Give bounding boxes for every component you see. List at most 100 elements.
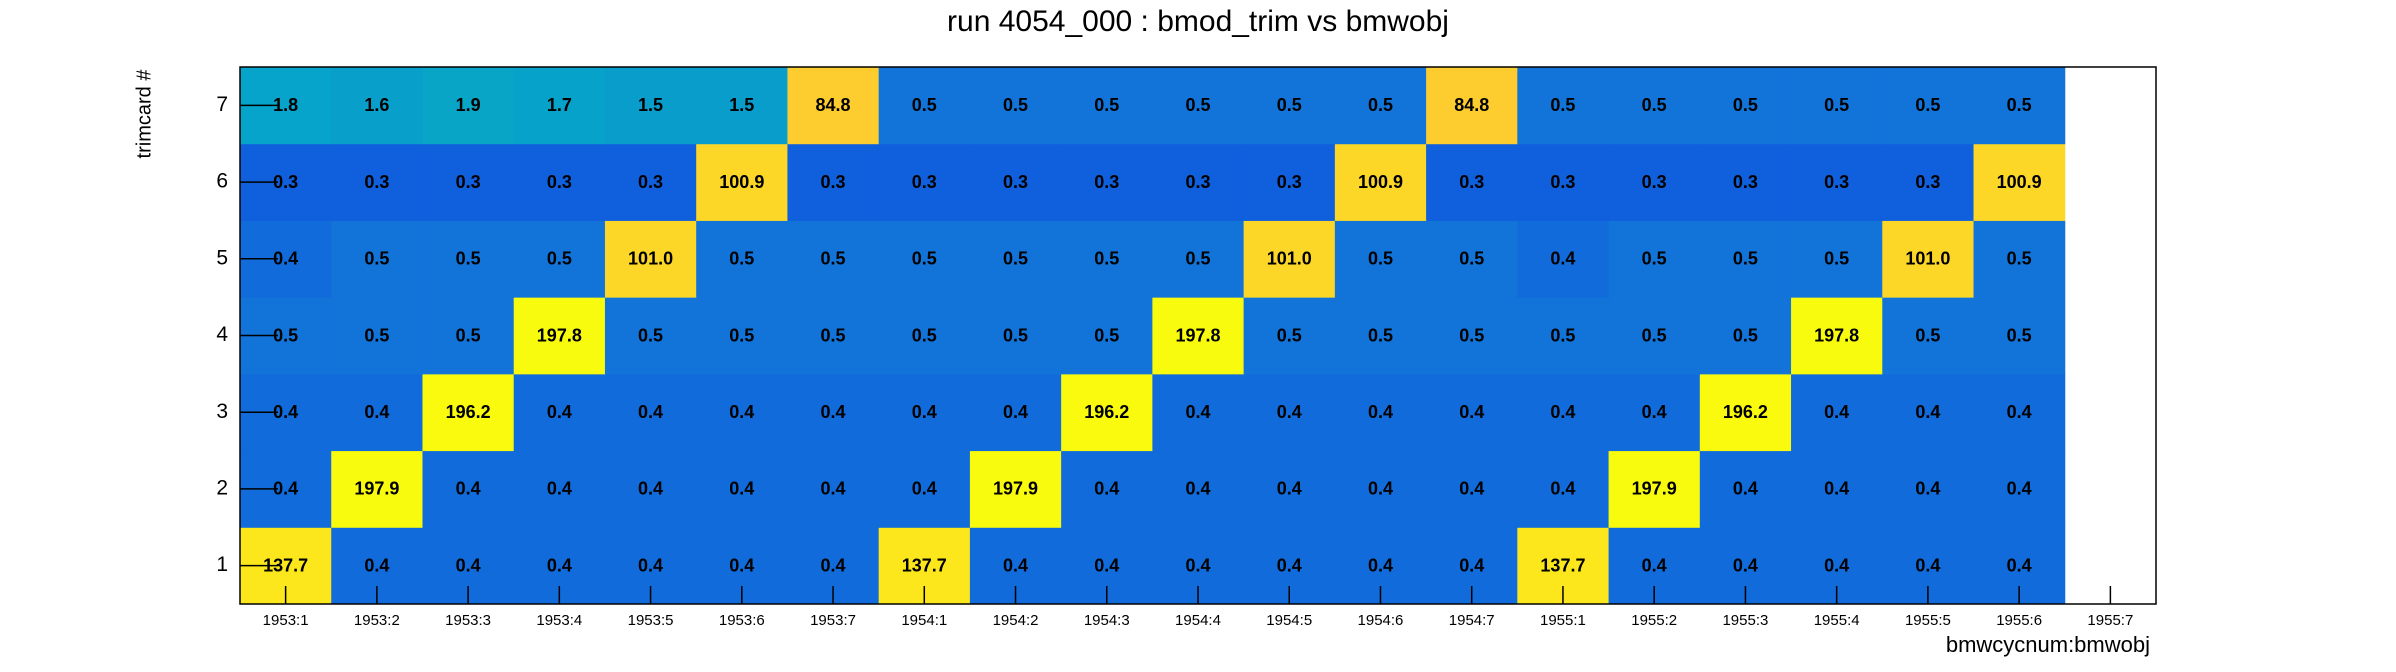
cell-label: 100.9 — [1997, 172, 2042, 192]
cell-label: 0.4 — [2007, 402, 2032, 422]
cell-label: 0.5 — [1733, 95, 1758, 115]
heatmap-cell — [878, 373, 971, 452]
heatmap-cell — [787, 373, 880, 452]
heatmap-cell — [878, 143, 971, 221]
cell-label: 0.4 — [273, 479, 298, 499]
heatmap-cell — [1243, 373, 1336, 452]
heatmap-cell — [604, 67, 697, 145]
heatmap-cell — [1334, 297, 1427, 375]
cell-label: 1.5 — [729, 95, 754, 115]
cell-label: 0.4 — [729, 402, 754, 422]
cell-label: 0.5 — [912, 95, 937, 115]
cell-label: 0.4 — [2007, 479, 2032, 499]
heatmap-cell — [1699, 67, 1792, 145]
x-axis-label: bmwcycnum:bmwobj — [1946, 632, 2150, 657]
cell-label: 0.4 — [456, 555, 481, 575]
cell-label: 0.5 — [1550, 95, 1575, 115]
cell-label: 0.5 — [2007, 325, 2032, 345]
heatmap-cell — [1882, 373, 1975, 452]
cell-label: 0.3 — [821, 172, 846, 192]
cell-label: 197.8 — [1175, 325, 1220, 345]
cell-label: 0.3 — [1094, 172, 1119, 192]
x-tick-label: 1953:6 — [719, 612, 765, 629]
heatmap-cell — [1061, 143, 1153, 221]
cell-label: 0.4 — [1642, 555, 1667, 575]
x-tick-label: 1954:3 — [1084, 612, 1130, 629]
cell-label: 0.4 — [1277, 402, 1302, 422]
x-tick-label: 1955:2 — [1631, 612, 1677, 629]
heatmap-cell — [1973, 373, 2066, 452]
cell-label: 0.4 — [1550, 402, 1575, 422]
heatmap-cell — [1426, 297, 1518, 375]
heatmap-cell — [1973, 220, 2066, 298]
cell-label: 0.4 — [1185, 479, 1210, 499]
cell-label: 0.5 — [364, 325, 389, 345]
cell-label: 0.5 — [1003, 95, 1028, 115]
heatmap-cell — [1608, 67, 1701, 145]
cell-label: 0.4 — [1733, 555, 1758, 575]
cell-label: 101.0 — [1267, 249, 1312, 269]
x-tick-label: 1953:3 — [445, 612, 491, 629]
cell-label: 196.2 — [1723, 402, 1768, 422]
cell-label: 84.8 — [816, 95, 851, 115]
heatmap-cell — [787, 297, 880, 375]
heatmap-cell — [513, 143, 606, 221]
cell-label: 197.9 — [993, 479, 1038, 499]
cell-label: 0.5 — [821, 325, 846, 345]
heatmap-cell — [1791, 450, 1883, 528]
y-tick-label: 6 — [216, 170, 228, 193]
x-tick-label: 1953:5 — [628, 612, 674, 629]
cell-label: 0.4 — [1277, 479, 1302, 499]
heatmap-cell — [1426, 67, 1518, 145]
heatmap-cell — [1243, 143, 1336, 221]
cell-label: 0.4 — [1003, 402, 1028, 422]
cell-label: 0.4 — [638, 555, 663, 575]
plot-frame — [239, 66, 2157, 605]
x-tick-label: 1954:1 — [901, 612, 947, 629]
heatmap-cell — [1699, 450, 1792, 528]
heatmap-cell — [1699, 297, 1792, 375]
cell-label: 101.0 — [1905, 249, 1950, 269]
cell-label: 0.4 — [1094, 479, 1119, 499]
heatmap-cell — [1608, 297, 1701, 375]
cell-label: 0.4 — [1550, 249, 1575, 269]
chart-title: run 4054_000 : bmod_trim vs bmwobj — [947, 5, 1449, 38]
x-tick-label: 1955:3 — [1722, 612, 1768, 629]
heatmap-cell — [1061, 297, 1153, 375]
heatmap-cell — [969, 297, 1062, 375]
heatmap-cell — [604, 297, 697, 375]
heatmap-cell — [1152, 220, 1245, 298]
heatmap-cell — [1608, 450, 1701, 528]
x-tick-label: 1953:7 — [810, 612, 856, 629]
cell-label: 137.7 — [902, 555, 947, 575]
heatmap-cell — [1699, 373, 1792, 452]
heatmap-cell — [1699, 143, 1792, 221]
heatmap-cell — [1061, 373, 1153, 452]
heatmap-cell — [1791, 297, 1883, 375]
heatmap-cell — [1973, 143, 2066, 221]
heatmap-cell — [422, 143, 515, 221]
cell-label: 0.4 — [1459, 555, 1484, 575]
heatmap-cell — [1334, 143, 1427, 221]
y-tick-label: 7 — [216, 93, 228, 116]
cell-label: 0.5 — [1459, 325, 1484, 345]
x-tick-label: 1955:1 — [1540, 612, 1586, 629]
heatmap-cell — [696, 67, 788, 145]
heatmap-cell — [1882, 67, 1975, 145]
x-tick-label: 1954:6 — [1358, 612, 1404, 629]
x-tick-label: 1955:4 — [1814, 612, 1860, 629]
cell-label: 0.4 — [729, 555, 754, 575]
cell-label: 197.8 — [1814, 325, 1859, 345]
cell-label: 0.5 — [1642, 249, 1667, 269]
cell-label: 0.4 — [1003, 555, 1028, 575]
cell-label: 137.7 — [263, 555, 308, 575]
heatmap-cell — [1152, 143, 1245, 221]
heatmap-cell — [1517, 67, 1610, 145]
cell-label: 0.4 — [273, 249, 298, 269]
x-tick-label: 1954:2 — [993, 612, 1039, 629]
cell-label: 0.5 — [1094, 325, 1119, 345]
cell-label: 0.5 — [1185, 95, 1210, 115]
cell-label: 0.5 — [1094, 249, 1119, 269]
cell-label: 0.4 — [1915, 479, 1940, 499]
cell-label: 0.4 — [729, 479, 754, 499]
